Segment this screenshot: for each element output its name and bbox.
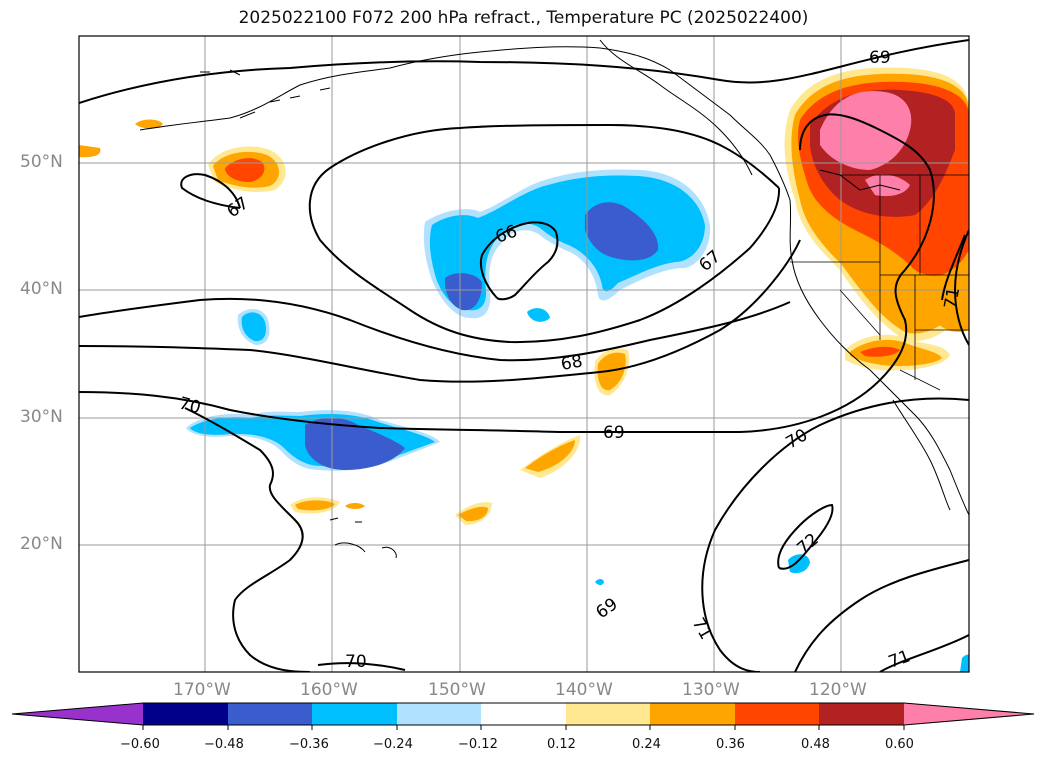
coastlines bbox=[139, 39, 969, 559]
colorbar-tick-label: 0.48 bbox=[801, 737, 830, 752]
contour-label: 69 bbox=[603, 423, 625, 443]
map-frame bbox=[78, 35, 970, 673]
longitude-label: 160°W bbox=[300, 680, 358, 700]
contour-label: 69 bbox=[869, 48, 891, 68]
colorbar-tick-label: −0.36 bbox=[289, 737, 329, 752]
colorbar-segment bbox=[397, 703, 481, 725]
colorbar-segment bbox=[735, 703, 819, 725]
colorbar-tick-label: 0.12 bbox=[547, 737, 576, 752]
longitude-label: 130°W bbox=[682, 680, 740, 700]
colorbar-tick-label: −0.12 bbox=[458, 737, 498, 752]
colorbar-segment bbox=[650, 703, 735, 725]
map-title: 2025022100 F072 200 hPa refract., Temper… bbox=[238, 8, 809, 28]
colorbar-segment bbox=[819, 703, 904, 725]
contour-label: 67 bbox=[223, 193, 252, 222]
colorbar-segment bbox=[566, 703, 650, 725]
longitude-label: 170°W bbox=[173, 680, 231, 700]
colorbar-tick-label: −0.24 bbox=[373, 737, 413, 752]
positive-anomaly-region-southwest-us bbox=[845, 283, 969, 371]
contour-label: 71 bbox=[886, 647, 913, 673]
colorbar-segment bbox=[312, 703, 397, 725]
latitude-label: 30°N bbox=[20, 407, 63, 427]
contour-label: 68 bbox=[559, 351, 584, 374]
contour-label: 70 bbox=[783, 425, 812, 453]
temperature-contours bbox=[79, 39, 969, 672]
colorbar-tick-label: −0.48 bbox=[204, 737, 244, 752]
colorbar-min-extension bbox=[12, 703, 143, 725]
longitude-label: 150°W bbox=[428, 680, 486, 700]
longitude-label: 140°W bbox=[555, 680, 613, 700]
political-borders bbox=[790, 174, 969, 391]
contour-label: 70 bbox=[345, 652, 367, 672]
colorbar-tick-label: 0.36 bbox=[716, 737, 745, 752]
latitude-label: 50°N bbox=[20, 152, 63, 172]
colorbar-segment bbox=[481, 703, 566, 725]
colorbar-tick-label: 0.60 bbox=[885, 737, 914, 752]
negative-anomaly-regions bbox=[186, 169, 969, 672]
colorbar bbox=[11, 702, 1035, 730]
latitude-label: 40°N bbox=[20, 279, 63, 299]
latitude-label: 20°N bbox=[20, 534, 63, 554]
contour-label: 71 bbox=[688, 615, 716, 644]
colorbar-segment bbox=[143, 703, 228, 725]
colorbar-segment bbox=[228, 703, 312, 725]
positive-anomaly-spots bbox=[79, 119, 630, 525]
contour-label: 71 bbox=[941, 286, 964, 311]
colorbar-tick-label: −0.60 bbox=[120, 737, 160, 752]
colorbar-max-extension bbox=[904, 703, 1034, 725]
contour-label: 69 bbox=[592, 594, 621, 623]
colorbar-tick-label: 0.24 bbox=[632, 737, 661, 752]
longitude-label: 120°W bbox=[809, 680, 867, 700]
